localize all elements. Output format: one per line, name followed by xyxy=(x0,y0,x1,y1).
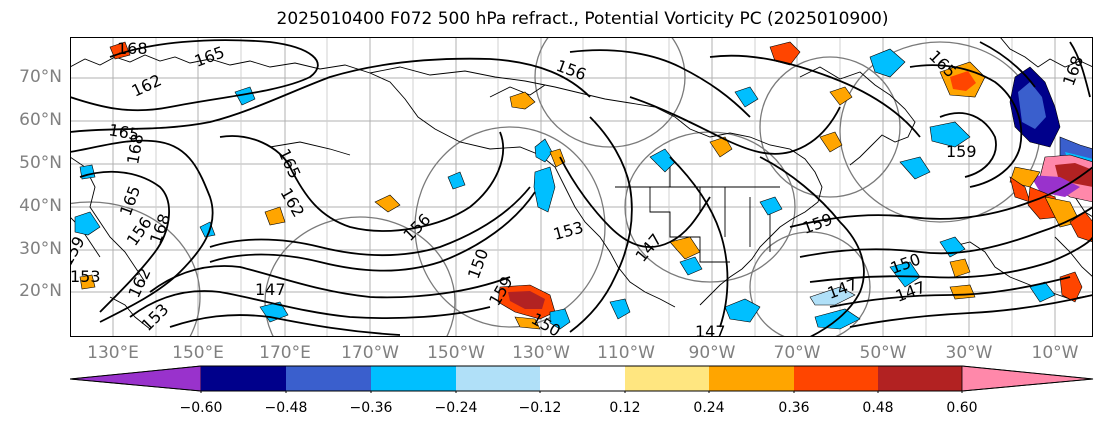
colorbar xyxy=(70,365,1094,393)
contour-label: 147 xyxy=(255,280,286,299)
colorbar-label: 0.48 xyxy=(862,400,894,416)
colorbar-label: −0.60 xyxy=(179,400,223,416)
contour-label: 159 xyxy=(946,142,977,161)
lon-label-30w: 30°W xyxy=(945,343,993,363)
colorbar-label: −0.12 xyxy=(518,400,562,416)
lat-label-60n: 60°N xyxy=(19,110,62,130)
contour-label: 168 xyxy=(117,39,148,58)
lon-label-170e: 170°E xyxy=(259,343,311,363)
map-frame xyxy=(70,37,1093,337)
lon-label-170w: 170°W xyxy=(341,343,399,363)
lon-label-130e: 130°E xyxy=(87,343,139,363)
contour-label: 147 xyxy=(695,322,726,337)
colorbar-label: 0.24 xyxy=(693,400,725,416)
colorbar-label: 0.60 xyxy=(946,400,978,416)
height-contours xyxy=(70,39,1093,337)
chart-title: 2025010400 F072 500 hPa refract., Potent… xyxy=(276,9,889,29)
map-panel: 168 165 162 165 165 168 165 168 162 159 … xyxy=(70,37,1093,337)
lon-label-70w: 70°W xyxy=(773,343,821,363)
colorbar-label: 0.12 xyxy=(609,400,641,416)
lat-label-20n: 20°N xyxy=(19,281,62,301)
pv-filled-contours xyxy=(74,41,1093,330)
lon-label-110w: 110°W xyxy=(597,343,655,363)
lon-label-130w: 130°W xyxy=(512,343,570,363)
lat-label-70n: 70°N xyxy=(19,67,62,87)
colorbar-segments xyxy=(70,365,1094,392)
lat-label-40n: 40°N xyxy=(19,196,62,216)
colorbar-label: −0.36 xyxy=(349,400,393,416)
lon-label-150e: 150°E xyxy=(172,343,224,363)
lon-label-50w: 50°W xyxy=(859,343,907,363)
colorbar-label: −0.24 xyxy=(434,400,478,416)
lon-label-150w: 150°W xyxy=(427,343,485,363)
contour-label: 153 xyxy=(70,267,101,286)
colorbar-label: 0.36 xyxy=(778,400,810,416)
coastlines xyxy=(70,37,1093,330)
colorbar-ticks xyxy=(200,391,963,393)
lat-label-30n: 30°N xyxy=(19,239,62,259)
colorbar-label: −0.48 xyxy=(264,400,308,416)
lon-label-90w: 90°W xyxy=(688,343,736,363)
lat-label-50n: 50°N xyxy=(19,153,62,173)
lon-label-10w: 10°W xyxy=(1031,343,1079,363)
